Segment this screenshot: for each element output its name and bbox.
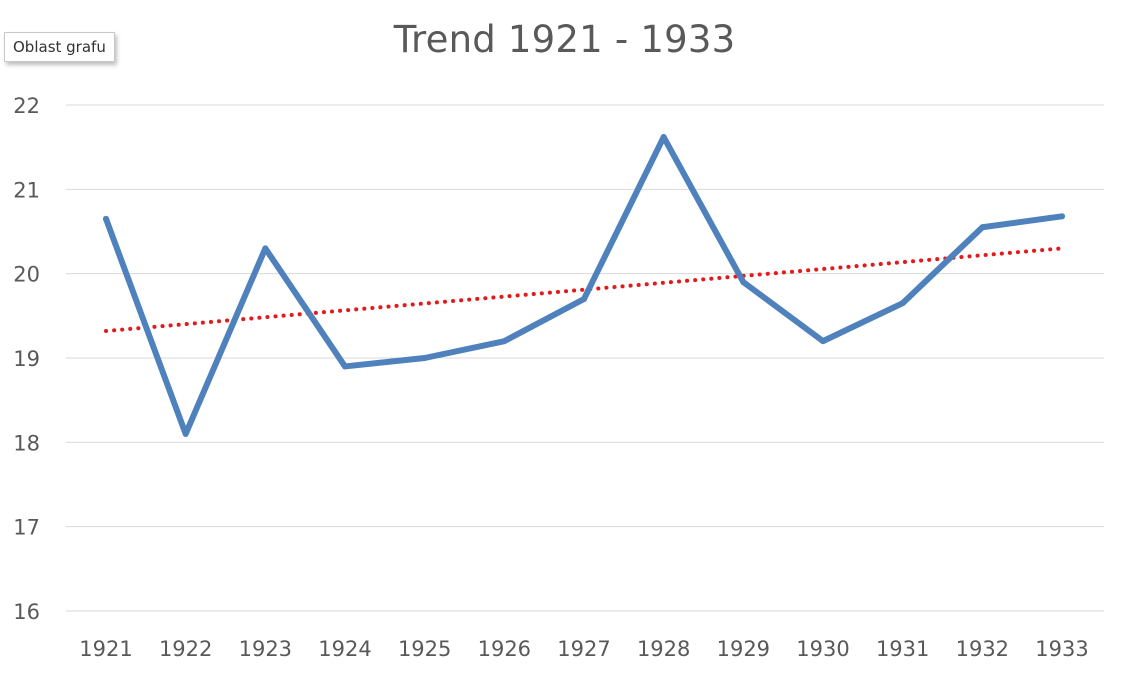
y-tick-label: 19 (13, 347, 40, 371)
x-tick-label: 1925 (398, 637, 451, 661)
x-tick-label: 1926 (478, 637, 531, 661)
data-point-1924[interactable] (342, 363, 348, 370)
data-point-1931[interactable] (899, 300, 906, 307)
data-point-1921[interactable] (103, 215, 109, 222)
x-tick-label: 1930 (796, 637, 849, 661)
data-point-1925[interactable] (421, 355, 428, 361)
x-tick-label: 1928 (637, 637, 690, 661)
data-point-1932[interactable] (979, 224, 986, 231)
x-tick-label: 1933 (1035, 637, 1088, 661)
data-point-1927[interactable] (581, 295, 587, 302)
y-tick-label: 21 (13, 178, 40, 202)
x-tick-label: 1927 (557, 637, 610, 661)
trendline[interactable] (104, 246, 1064, 334)
x-tick-label: 1924 (318, 637, 371, 661)
x-tick-label: 1929 (717, 637, 770, 661)
y-tick-label: 18 (13, 431, 40, 455)
data-point-1933[interactable] (1059, 213, 1065, 220)
x-tick-label: 1921 (79, 637, 132, 661)
x-tick-label: 1932 (956, 637, 1009, 661)
y-tick-label: 22 (13, 94, 40, 118)
data-point-1922[interactable] (182, 430, 189, 437)
data-point-1930[interactable] (820, 338, 826, 345)
y-tick-label: 20 (13, 263, 40, 287)
chart-area-tooltip: Oblast grafu (4, 32, 115, 62)
y-tick-label: 17 (13, 516, 40, 540)
data-point-1923[interactable] (262, 245, 269, 252)
x-tick-label: 1931 (876, 637, 929, 661)
data-point-1926[interactable] (501, 338, 508, 345)
x-tick-label: 1922 (159, 637, 212, 661)
data-point-1929[interactable] (740, 279, 747, 286)
x-tick-label: 1923 (239, 637, 292, 661)
chart-title: Trend 1921 - 1933 (393, 18, 736, 61)
y-tick-label: 16 (13, 600, 40, 624)
data-point-1928[interactable] (660, 134, 667, 141)
series-line[interactable] (103, 134, 1065, 437)
